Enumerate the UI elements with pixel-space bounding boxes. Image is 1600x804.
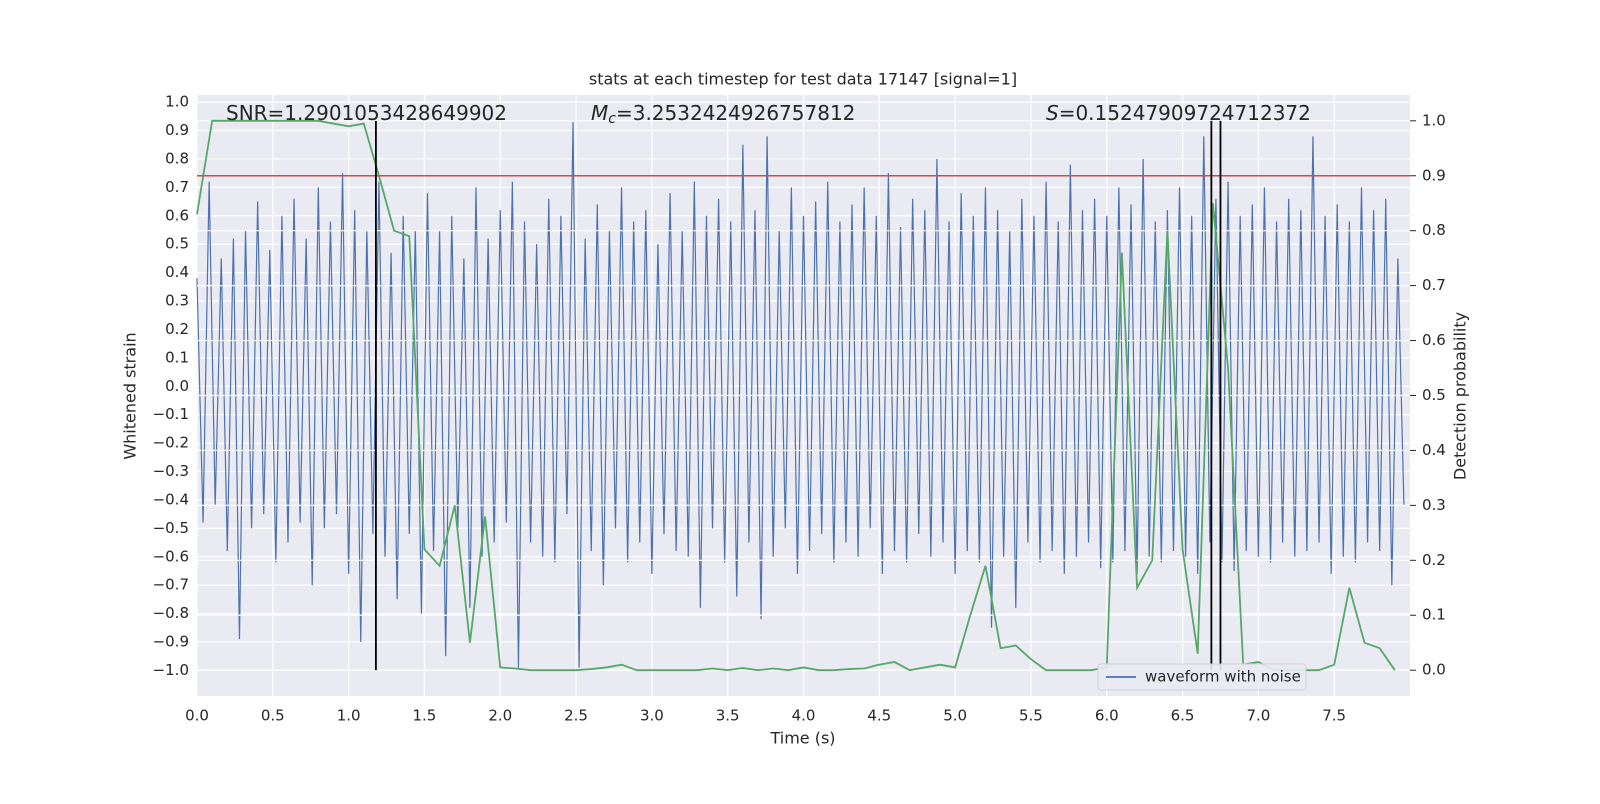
annotation: SNR=1.2901053428649902: [226, 101, 507, 125]
x-tick-label: 5.5: [1019, 707, 1043, 725]
x-tick-label: 4.0: [792, 707, 816, 725]
x-tick-label: 0.0: [185, 707, 209, 725]
y2-tick-label: 0.1: [1422, 606, 1446, 624]
x-tick-label: 1.5: [413, 707, 437, 725]
annotation: S=0.15247909724712372: [1046, 101, 1311, 125]
labels: 0.0 0.5 1.0 1.5 2.0 2.5 3.0 3.5 4.0 4.5 5.0 5.5 6.0 6…: [153, 93, 1446, 725]
y-tick-label: −0.6: [153, 547, 189, 565]
x-tick-label: 7.5: [1322, 707, 1346, 725]
x-tick-label: 5.0: [943, 707, 967, 725]
y-tick-label: 0.2: [165, 320, 189, 338]
annotation-symbol: M: [591, 101, 608, 125]
y-tick-label: −0.9: [153, 633, 189, 651]
y2-tick-label: 1.0: [1422, 111, 1446, 129]
legend-box: [1097, 663, 1307, 691]
x-tick-label: 0.5: [261, 707, 285, 725]
probability-line: [196, 119, 1396, 672]
x-tick-label: 7.0: [1246, 707, 1270, 725]
y-tick-label: 0.9: [165, 121, 189, 139]
y-tick-label: 0.4: [165, 263, 189, 281]
marks: [196, 119, 1410, 672]
annotation-subscript: c: [608, 111, 616, 127]
y-tick-label: −0.3: [153, 462, 189, 480]
y2-tick-label: 0.0: [1422, 661, 1446, 679]
y-tick-label: 0.7: [165, 178, 189, 196]
annotation-text: =3.2532424926757812: [616, 101, 855, 125]
x-tick-label: 6.5: [1171, 707, 1195, 725]
y-tick-label: −0.8: [153, 604, 189, 622]
y-tick-label: −0.2: [153, 434, 189, 452]
y-tick-label: −0.4: [153, 490, 189, 508]
y2-tick-label: 0.2: [1422, 551, 1446, 569]
legend-label: waveform with noise: [1145, 668, 1301, 686]
x-axis-label: Time (s): [769, 729, 835, 748]
y-axis-label: Whitened strain: [121, 332, 140, 459]
waveform-line: [196, 121, 1405, 668]
y-tick-label: 0.5: [165, 235, 189, 253]
x-tick-label: 3.5: [716, 707, 740, 725]
annotation: Mc=3.2532424926757812: [591, 101, 855, 128]
y2-tick-label: 0.5: [1422, 386, 1446, 404]
y-tick-label: −0.7: [153, 576, 189, 594]
y2-tick-label: 0.6: [1422, 331, 1446, 349]
y-tick-label: 0.1: [165, 348, 189, 366]
y-tick-label: 0.6: [165, 206, 189, 224]
x-tick-label: 2.0: [488, 707, 512, 725]
annotation-text: =0.15247909724712372: [1059, 101, 1311, 125]
y2-tick-label: 0.4: [1422, 441, 1446, 459]
y-tick-label: 0.0: [165, 377, 189, 395]
y2-axis-label: Detection probability: [1451, 312, 1470, 480]
x-tick-label: 4.5: [867, 707, 891, 725]
x-tick-label: 1.0: [337, 707, 361, 725]
y-tick-label: 1.0: [165, 93, 189, 111]
annotation-symbol: S: [1046, 101, 1059, 125]
y-tick-label: −1.0: [153, 661, 189, 679]
y2-tick-label: 0.3: [1422, 496, 1446, 514]
y-tick-label: 0.3: [165, 292, 189, 310]
x-tick-label: 6.0: [1095, 707, 1119, 725]
annotation-text: SNR=1.2901053428649902: [226, 101, 507, 125]
y-tick-label: 0.8: [165, 149, 189, 167]
x-tick-label: 3.0: [640, 707, 664, 725]
y2-tick-label: 0.9: [1422, 166, 1446, 184]
y2-tick-label: 0.8: [1422, 221, 1446, 239]
y-tick-label: −0.1: [153, 405, 189, 423]
y2-tick-label: 0.7: [1422, 276, 1446, 294]
y-tick-label: −0.5: [153, 519, 189, 537]
chart-title: stats at each timestep for test data 171…: [589, 70, 1017, 89]
x-tick-label: 2.5: [564, 707, 588, 725]
